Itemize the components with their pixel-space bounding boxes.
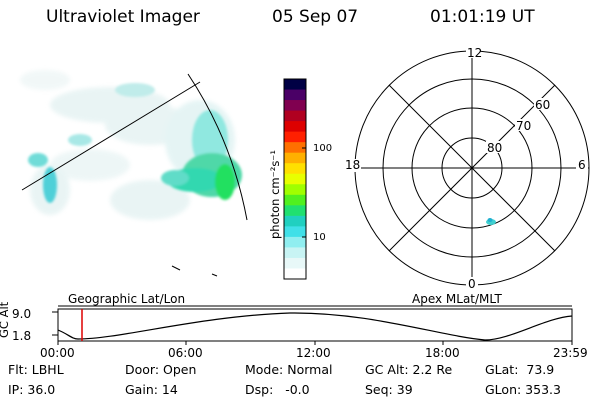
time-tick-1200: 12:00 [296,346,331,360]
time-tick-1800: 18:00 [425,346,460,360]
time-tick-0600: 06:00 [168,346,203,360]
mode-value: Mode: Normal [245,362,333,377]
date-label: 05 Sep 07 [272,7,359,27]
glat-value: GLat: 73.9 [485,362,555,377]
colorbar-band [284,173,306,185]
glon-value: GLon: 353.3 [485,382,561,397]
alt-tick-high: 9.0 [12,307,31,321]
colorbar-band [284,194,306,206]
instrument-title: Ultraviolet Imager [46,7,200,27]
time-label: 01:01:19 UT [430,7,535,27]
altitude-axis-label: GC Alt [0,301,11,338]
auroral-image [0,50,260,290]
alt-tick-low: 1.8 [12,329,31,343]
colorbar-band [284,79,306,91]
colorbar-band [284,236,306,249]
polar-aurora-spot [486,218,496,225]
seq-value: Seq: 39 [365,382,413,397]
colorbar-unit-label: photon cm⁻²s⁻¹ [268,150,282,239]
ip-value: IP: 36.0 [8,382,56,397]
colorbar: 100 10 photon cm⁻²s⁻¹ [262,76,342,286]
mlt-label-6: 6 [578,158,586,172]
latlon-line-1 [21,81,201,191]
colorbar-band [284,100,306,112]
colorbar-band [284,121,306,133]
colorbar-band [284,226,306,238]
polar-plot: 12 18 6 0 60 70 80 [340,46,598,298]
colorbar-band [284,131,306,143]
latlon-grid-lines [21,73,248,221]
altitude-curve [57,312,573,341]
colorbar-band [284,215,306,227]
colorbar-tick-10: 10 [313,232,326,243]
lat-label-60: 60 [535,98,550,112]
colorbar-band [284,89,306,101]
colorbar-band [284,142,306,154]
polar-grid [354,50,590,286]
colorbar-band [284,205,306,217]
aurora-emission [28,83,242,203]
colorbar-band [284,184,306,196]
colorbar-band [284,247,306,259]
colorbar-band [284,163,306,175]
time-tick-0000: 00:00 [40,346,75,360]
geographic-coord-label: Geographic Lat/Lon [68,292,185,306]
time-tick-2359: 23:59 [553,346,588,360]
colorbar-band [284,257,306,270]
colorbar-band [284,152,306,164]
colorbar-band [284,110,306,122]
mlt-label-18: 18 [345,158,360,172]
colorbar-band [284,268,306,280]
door-status: Door: Open [125,362,197,377]
colorbar-tick-100: 100 [313,143,332,154]
instrument-status: Flt: LBHL IP: 36.0 Door: Open Gain: 14 M… [0,360,600,400]
time-axis-ticks [57,341,573,345]
header: Ultraviolet Imager 05 Sep 07 01:01:19 UT [0,0,600,36]
colorbar-tick-marks [302,147,306,238]
latlon-line-2 [187,73,248,221]
mlt-label-0: 0 [468,277,476,291]
filter-value: Flt: LBHL [8,362,64,377]
lat-label-80: 80 [487,141,502,155]
auroral-image-canvas [20,70,248,277]
gc-alt-value: GC Alt: 2.2 Re [365,362,453,377]
coastline-fragments [171,265,218,277]
gain-value: Gain: 14 [125,382,178,397]
orbit-timeline: Geographic Lat/Lon Apex MLat/MLT 9.0 1.8… [0,292,600,360]
mlt-label-12: 12 [467,46,482,60]
lat-label-70: 70 [516,119,531,133]
dsp-value: Dsp: -0.0 [245,382,310,397]
colorbar-gradient [284,79,306,280]
apex-coord-label: Apex MLat/MLT [412,292,502,306]
